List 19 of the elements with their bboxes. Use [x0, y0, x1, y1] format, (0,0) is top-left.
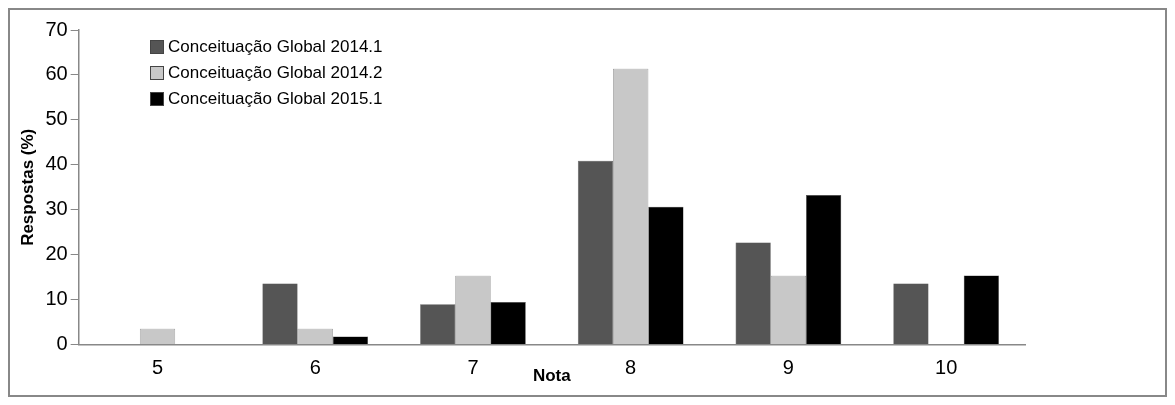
legend-label: Conceituação Global 2014.1 — [168, 36, 383, 58]
y-tick-label: 30 — [45, 197, 68, 220]
legend-label: Conceituação Global 2014.2 — [168, 62, 383, 84]
y-tick-label: 0 — [56, 332, 68, 355]
y-tick-label: 60 — [45, 62, 68, 85]
y-axis-title: Respostas (%) — [17, 128, 37, 246]
legend-label: Conceituação Global 2015.1 — [168, 88, 383, 110]
x-tick-label: 5 — [151, 356, 164, 379]
y-tick-label: 50 — [45, 107, 68, 130]
x-tick-label: 7 — [467, 356, 479, 379]
y-tick-label: 10 — [45, 287, 68, 310]
x-axis-title: Nota — [532, 366, 572, 386]
x-tick-label: 8 — [625, 356, 637, 379]
y-tick-label: 70 — [45, 17, 68, 40]
x-tick-label: 6 — [309, 356, 321, 379]
x-tick-label: 10 — [935, 356, 958, 379]
y-tick-label: 40 — [45, 152, 68, 175]
y-tick-label: 20 — [45, 242, 68, 265]
x-tick-label: 9 — [782, 356, 794, 379]
